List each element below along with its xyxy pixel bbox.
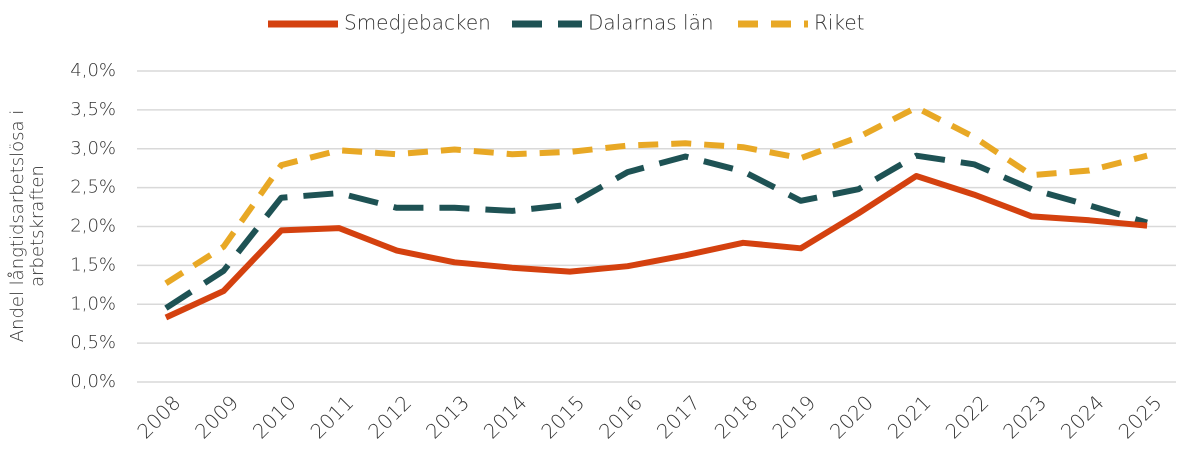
y-axis-label: Andel långtidsarbetslösa i <box>7 110 28 343</box>
x-tick-label: 2011 <box>305 390 358 443</box>
y-tick-label: 3,0% <box>70 138 116 159</box>
x-tick-label: 2022 <box>940 390 993 443</box>
x-tick-label: 2025 <box>1114 390 1167 443</box>
y-tick-label: 0,0% <box>70 371 116 392</box>
x-tick-label: 2019 <box>767 390 820 443</box>
x-tick-label: 2021 <box>883 390 936 443</box>
x-tick-label: 2009 <box>190 390 243 443</box>
y-tick-label: 4,0% <box>70 60 116 81</box>
legend-label: Smedjebacken <box>344 11 491 35</box>
x-tick-label: 2012 <box>363 390 416 443</box>
legend-label: Dalarnas län <box>588 11 714 35</box>
x-tick-label: 2010 <box>248 390 301 443</box>
y-tick-label: 3,5% <box>70 99 116 120</box>
y-tick-label: 0,5% <box>70 332 116 353</box>
y-tick-label: 2,5% <box>70 177 116 198</box>
legend-label: Riket <box>814 11 864 35</box>
series-line <box>164 173 1148 321</box>
x-tick-label: 2024 <box>1056 390 1109 443</box>
x-tick-label: 2013 <box>421 390 474 443</box>
x-tick-label: 2016 <box>594 390 647 443</box>
series-line <box>164 152 1148 311</box>
x-tick-label: 2018 <box>710 390 763 443</box>
x-tick-label: 2017 <box>652 390 705 443</box>
x-tick-label: 2020 <box>825 390 878 443</box>
y-tick-label: 1,0% <box>70 293 116 314</box>
x-tick-label: 2014 <box>479 390 532 443</box>
x-tick-label: 2015 <box>536 390 589 443</box>
x-tick-label: 2008 <box>132 390 185 443</box>
series-line <box>164 104 1148 286</box>
y-axis-label: arbetskraften <box>27 165 48 287</box>
y-tick-label: 2,0% <box>70 216 116 237</box>
x-tick-label: 2023 <box>998 390 1051 443</box>
y-tick-label: 1,5% <box>70 254 116 275</box>
